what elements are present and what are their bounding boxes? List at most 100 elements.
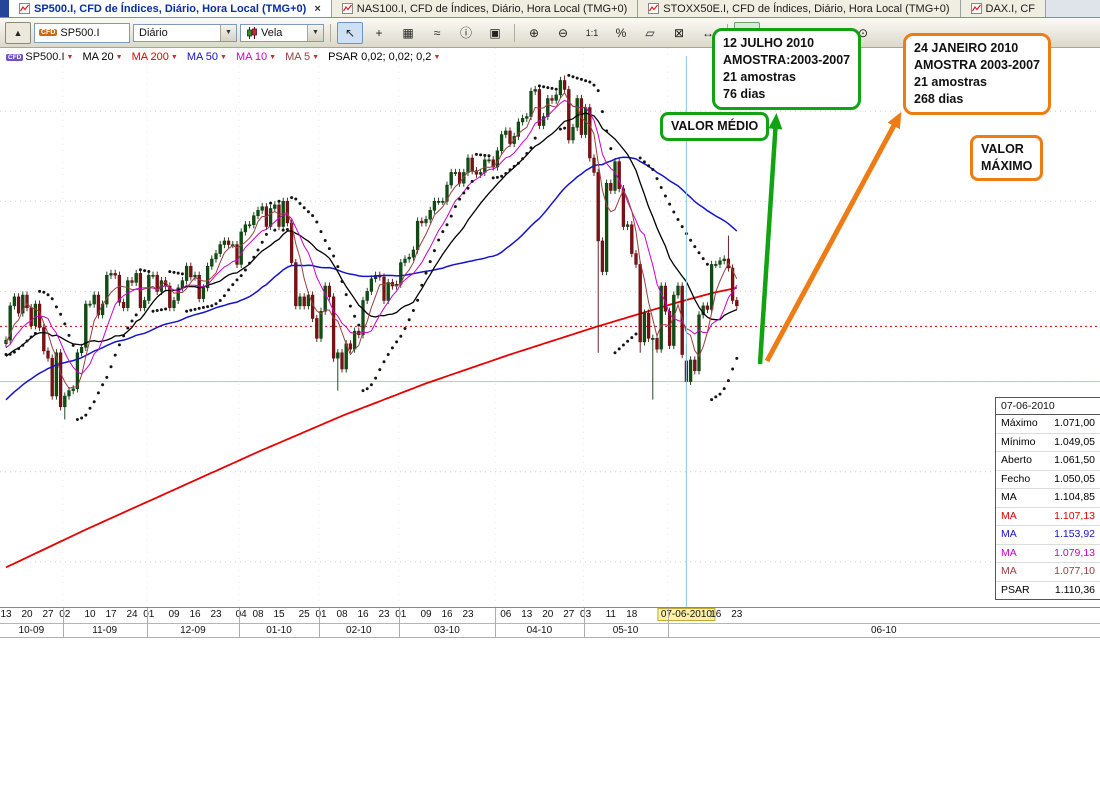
cursor-tool-icon: ↖ — [344, 25, 356, 40]
psar-dot — [38, 289, 42, 293]
psar-dot — [105, 375, 109, 379]
dock-button[interactable]: ▣ — [482, 22, 508, 44]
annotation-box-green[interactable]: 12 JULHO 2010 AMOSTRA:2003-2007 21 amost… — [712, 28, 862, 110]
candle-body — [735, 300, 739, 307]
clear-drawings-button[interactable]: ⊠ — [666, 22, 692, 44]
legend-ma-50[interactable]: MA 50 ▼ — [187, 51, 227, 63]
candle-body — [109, 273, 113, 276]
tab-2[interactable]: NAS100.I, CFD de Índices, Diário, Hora L… — [331, 0, 639, 17]
annotation-button[interactable]: ⓘ — [453, 22, 479, 44]
eraser-button[interactable]: ▱ — [637, 22, 663, 44]
candle-body — [415, 220, 420, 251]
restore-icon: ▲ — [13, 27, 23, 38]
tab-chart-icon — [970, 3, 982, 14]
indicator-button[interactable]: ≈ — [424, 22, 450, 44]
candle-body — [693, 359, 697, 372]
tooltip-row-value: 1.049,05 — [1054, 435, 1095, 448]
candle-body — [436, 201, 441, 203]
close-tab-icon[interactable]: × — [314, 2, 321, 15]
ma5-line[interactable] — [5, 91, 738, 389]
psar-dot — [647, 164, 651, 168]
toolbar-separator — [514, 23, 515, 42]
candle-body — [29, 307, 33, 326]
candle-body — [151, 274, 155, 277]
legend-item-label: MA 10 — [235, 51, 268, 63]
candle-body — [54, 352, 59, 397]
candle-body — [268, 208, 273, 227]
axis-tick: 23 — [731, 609, 743, 620]
tab-chart-icon — [341, 3, 353, 14]
chevron-down-icon[interactable]: ▼ — [220, 24, 236, 41]
psar-dot — [676, 217, 680, 221]
symbol-value: SP500.I — [60, 26, 100, 39]
zoom-in-button[interactable]: ⊕ — [521, 22, 547, 44]
candle-body — [516, 121, 521, 137]
legend-psar-0-02-0-02-0-2[interactable]: PSAR 0,02; 0,02; 0,2 ▼ — [328, 51, 440, 63]
psar-dot — [714, 395, 718, 399]
annotation-line: 24 JANEIRO 2010 — [914, 41, 1019, 55]
legend-ma-20[interactable]: MA 20 ▼ — [82, 51, 122, 63]
chevron-down-icon[interactable]: ▼ — [307, 24, 323, 41]
style-select[interactable]: Vela ▼ — [240, 23, 324, 42]
axis-tick: 09 — [168, 609, 180, 620]
psar-dot — [416, 298, 420, 302]
percent-scale-button[interactable]: % — [608, 22, 634, 44]
period-select[interactable]: Diário ▼ — [133, 23, 237, 42]
candle-body — [365, 291, 369, 301]
axis-month-label: 03-10 — [434, 625, 460, 636]
time-axis[interactable]: 13 20 27 02 10 17 24 01 09 16 23 04 08 15 25 01 08 16 23 01… — [0, 607, 1100, 638]
candle-body — [361, 300, 365, 335]
annotation-label-valor-maximo[interactable]: VALOR MÁXIMO — [970, 135, 1044, 181]
expand-button[interactable]: ↔ — [695, 22, 721, 44]
candle-body — [67, 390, 71, 397]
legend-ma-5[interactable]: MA 5 ▼ — [285, 51, 319, 63]
psar-dot — [420, 283, 424, 287]
candle-body — [504, 130, 508, 135]
data-tooltip-box[interactable]: 07-06-2010 Máximo 1.071,00 Mínimo 1.049,05 A… — [995, 397, 1100, 600]
tab-3[interactable]: STOXX50E.I, CFD de Índices, Diário, Hora… — [638, 0, 961, 17]
annotation-label-valor-medio[interactable]: VALOR MÉDIO — [660, 112, 770, 141]
candle-body — [474, 170, 479, 175]
detach-button[interactable]: ⊙ — [850, 22, 876, 44]
grid-toggle-button[interactable]: ▦ — [395, 22, 421, 44]
tooltip-row-value: 1.071,00 — [1054, 417, 1095, 429]
candle-body — [348, 343, 353, 350]
candle-body — [625, 224, 630, 227]
candle-body — [655, 338, 659, 350]
axis-tick: 06 — [500, 609, 512, 620]
price-chart[interactable] — [0, 48, 1100, 607]
psar-dot — [483, 153, 487, 157]
candle-body — [63, 395, 67, 408]
psar-dot — [143, 269, 147, 273]
window-menu-icon[interactable] — [0, 0, 9, 17]
ma200-line[interactable] — [5, 286, 737, 569]
legend-ma-10[interactable]: MA 10 ▼ — [236, 51, 276, 63]
psar-dot — [164, 307, 168, 311]
grid-toggle-icon: ▦ — [402, 25, 414, 40]
psar-dot — [626, 339, 630, 343]
candle-body — [407, 256, 411, 260]
psar-dot — [84, 413, 88, 417]
legend-ma-200[interactable]: MA 200 ▼ — [132, 51, 178, 63]
cursor-tool-button[interactable]: ↖ — [337, 21, 363, 44]
chevron-down-icon: ▼ — [115, 53, 123, 61]
ma10-line[interactable] — [5, 99, 738, 375]
tab-4[interactable]: DAX.I, CF — [960, 0, 1047, 17]
restore-button[interactable]: ▲ — [5, 21, 31, 44]
ma50-line[interactable] — [5, 156, 738, 401]
zoom-1-1-button[interactable]: 1:1 — [579, 22, 605, 44]
candle-body — [92, 294, 96, 305]
zoom-out-button[interactable]: ⊖ — [550, 22, 576, 44]
tab-1[interactable]: SP500.I, CFD de Índices, Diário, Hora Lo… — [9, 0, 332, 17]
crosshair-tool-button[interactable]: + — [366, 22, 392, 44]
legend-symbol[interactable]: CFD SP500.I ▼ — [6, 51, 73, 63]
psar-dot — [382, 360, 386, 364]
candle-style-icon — [247, 26, 257, 39]
tooltip-row-label: MA — [1001, 528, 1017, 540]
psar-dot — [357, 323, 361, 327]
cfd-badge-icon: CFD — [39, 29, 58, 36]
symbol-input[interactable]: CFD SP500.I — [34, 22, 130, 43]
ma20-line[interactable] — [5, 112, 738, 357]
psar-dot — [546, 86, 550, 90]
annotation-box-orange[interactable]: 24 JANEIRO 2010 AMOSTRA 2003-2007 21 amo… — [903, 33, 1051, 115]
